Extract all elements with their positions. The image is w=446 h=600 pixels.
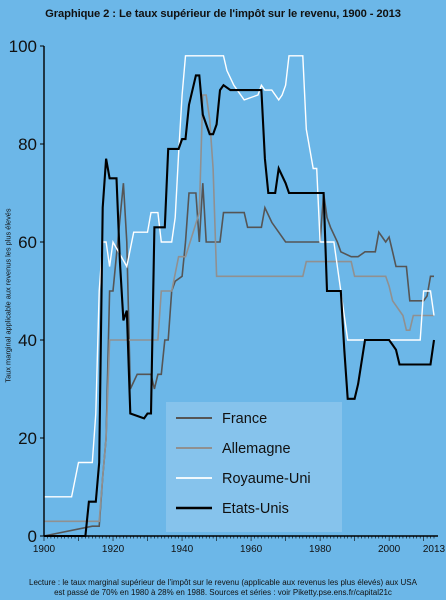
series-line-allemagne [44, 94, 434, 523]
legend-label-allemagne: Allemagne [222, 441, 291, 457]
legend: France Allemagne Royaume-Uni Etats-Unis [166, 402, 342, 532]
x-tick-label-2000: 2000 [378, 544, 401, 555]
chart-title: Graphique 2 : Le taux supérieur de l'imp… [45, 8, 401, 20]
axis-layer: 0 20 40 60 80 100 1900 1920 1940 1960 1980 2000 2013 [9, 37, 446, 555]
series-line-etats-unis [44, 74, 436, 538]
x-tick-label-1960: 1960 [240, 544, 263, 555]
y-tick-label-20: 20 [18, 429, 37, 448]
y-tick-label-100: 100 [9, 37, 37, 56]
legend-label-france: France [222, 411, 267, 427]
caption-line-2: est passé de 70% en 1980 à 28% en 1988. … [54, 588, 392, 597]
x-tick-label-1900: 1900 [33, 544, 56, 555]
x-tick-label-1980: 1980 [309, 544, 332, 555]
series-line-france [43, 183, 434, 537]
y-tick-label-60: 60 [18, 233, 37, 252]
y-tick-label-40: 40 [18, 331, 37, 350]
legend-box [166, 402, 342, 532]
y-tick-label-80: 80 [18, 135, 37, 154]
legend-label-etats-unis: Etats-Unis [222, 501, 289, 517]
caption-line-1: Lecture : le taux marginal supérieur de … [29, 578, 417, 587]
legend-label-royaume-uni: Royaume-Uni [222, 471, 311, 487]
x-tick-label-2013: 2013 [423, 544, 446, 555]
series-layer [43, 55, 436, 538]
x-tick-label-1920: 1920 [102, 544, 125, 555]
x-tick-label-1940: 1940 [171, 544, 194, 555]
y-tick-label-0: 0 [28, 527, 37, 546]
